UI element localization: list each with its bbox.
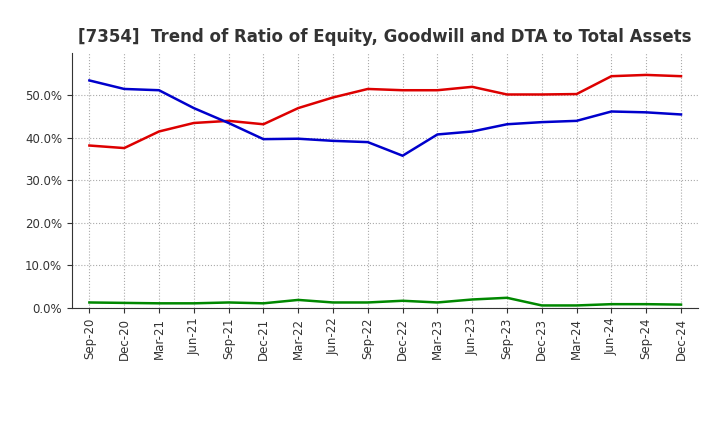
Deferred Tax Assets — [572, 303, 581, 308]
Equity — [537, 92, 546, 97]
Goodwill — [572, 118, 581, 124]
Goodwill — [155, 88, 163, 93]
Deferred Tax Assets — [433, 300, 442, 305]
Deferred Tax Assets — [85, 300, 94, 305]
Deferred Tax Assets — [364, 300, 372, 305]
Line: Deferred Tax Assets: Deferred Tax Assets — [89, 298, 681, 305]
Goodwill — [677, 112, 685, 117]
Deferred Tax Assets — [642, 301, 651, 307]
Goodwill — [503, 121, 511, 127]
Line: Equity: Equity — [89, 75, 681, 148]
Equity — [503, 92, 511, 97]
Goodwill — [364, 139, 372, 145]
Deferred Tax Assets — [120, 300, 129, 305]
Goodwill — [189, 106, 198, 111]
Equity — [607, 73, 616, 79]
Goodwill — [259, 136, 268, 142]
Deferred Tax Assets — [294, 297, 302, 303]
Equity — [642, 72, 651, 77]
Goodwill — [537, 120, 546, 125]
Deferred Tax Assets — [503, 295, 511, 301]
Equity — [85, 143, 94, 148]
Goodwill — [328, 138, 337, 143]
Title: [7354]  Trend of Ratio of Equity, Goodwill and DTA to Total Assets: [7354] Trend of Ratio of Equity, Goodwil… — [78, 28, 692, 46]
Deferred Tax Assets — [189, 301, 198, 306]
Equity — [225, 118, 233, 124]
Deferred Tax Assets — [328, 300, 337, 305]
Equity — [155, 129, 163, 134]
Goodwill — [642, 110, 651, 115]
Goodwill — [120, 86, 129, 92]
Equity — [364, 86, 372, 92]
Equity — [572, 92, 581, 97]
Goodwill — [607, 109, 616, 114]
Deferred Tax Assets — [607, 301, 616, 307]
Goodwill — [225, 120, 233, 126]
Goodwill — [398, 153, 407, 158]
Equity — [189, 120, 198, 126]
Goodwill — [85, 78, 94, 83]
Goodwill — [433, 132, 442, 137]
Deferred Tax Assets — [537, 303, 546, 308]
Deferred Tax Assets — [398, 298, 407, 304]
Equity — [468, 84, 477, 89]
Line: Goodwill: Goodwill — [89, 81, 681, 156]
Equity — [294, 106, 302, 111]
Goodwill — [468, 129, 477, 134]
Goodwill — [294, 136, 302, 141]
Deferred Tax Assets — [677, 302, 685, 307]
Equity — [259, 121, 268, 127]
Equity — [433, 88, 442, 93]
Equity — [328, 95, 337, 100]
Equity — [398, 88, 407, 93]
Deferred Tax Assets — [468, 297, 477, 302]
Deferred Tax Assets — [259, 301, 268, 306]
Equity — [120, 146, 129, 151]
Deferred Tax Assets — [155, 301, 163, 306]
Equity — [677, 73, 685, 79]
Deferred Tax Assets — [225, 300, 233, 305]
